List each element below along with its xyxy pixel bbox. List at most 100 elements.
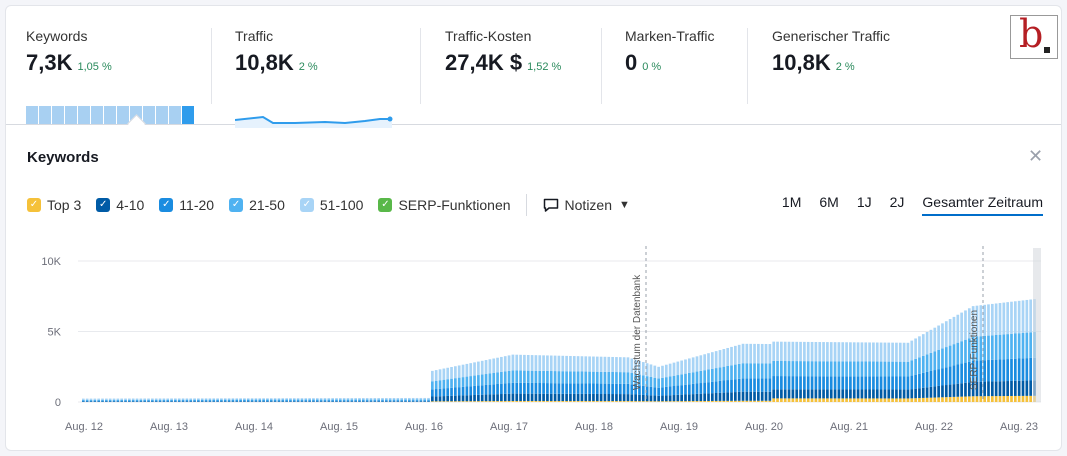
bar-segment [868, 376, 871, 390]
legend-51-100[interactable]: ✓ 51-100 [299, 197, 363, 213]
bar-segment [764, 363, 768, 379]
close-icon[interactable]: ✕ [1028, 146, 1044, 166]
bar-segment [166, 399, 170, 401]
bar-segment [289, 399, 292, 401]
bar-segment [546, 383, 549, 394]
bar-segment [365, 401, 369, 402]
bar-segment [799, 376, 802, 390]
bar-segment [1029, 395, 1033, 402]
bar-segment [338, 401, 342, 402]
metric-traffic[interactable]: Traffic 10,8K 2 % [235, 28, 393, 128]
bar-segment [93, 401, 97, 402]
bar-segment [622, 401, 626, 402]
bar-segment [369, 399, 373, 401]
bar-segment [507, 370, 511, 384]
bar-segment [231, 401, 235, 402]
notes-dropdown[interactable]: Notizen ▼ [543, 197, 630, 213]
bar-segment [538, 383, 542, 394]
bar-segment [914, 338, 917, 359]
bar-segment [814, 361, 818, 377]
bar-segment [124, 401, 127, 402]
bar-segment [772, 341, 776, 361]
bar-segment [569, 383, 572, 394]
bar-segment [553, 393, 557, 402]
bar-segment [883, 389, 887, 399]
bar-segment [572, 356, 576, 372]
bar-segment [998, 303, 1002, 335]
bar-segment [227, 400, 231, 402]
bar-segment [998, 381, 1002, 397]
bar-segment [511, 370, 515, 383]
bar-segment [101, 398, 104, 400]
bar-segment [707, 353, 710, 370]
bar-segment [883, 361, 887, 377]
bar-segment [818, 398, 822, 402]
bar-segment [994, 381, 998, 397]
bar-segment [250, 401, 254, 402]
legend-serp-features[interactable]: ✓ SERP-Funktionen [378, 197, 511, 213]
bar-segment [860, 376, 864, 390]
bar-segment [400, 397, 404, 400]
bar-segment [841, 389, 845, 399]
bar-segment [676, 385, 680, 395]
range-all-time[interactable]: Gesamter Zeitraum [922, 194, 1043, 216]
bar-segment [408, 399, 411, 401]
bar-segment [557, 383, 561, 394]
bar-segment [431, 389, 434, 397]
bar-segment [97, 398, 101, 400]
x-tick-label: Aug. 13 [150, 421, 188, 433]
bar-segment [477, 394, 480, 402]
bar-segment [250, 399, 254, 401]
bar-segment [672, 395, 676, 402]
bar-segment [523, 354, 526, 371]
bar-segment [189, 398, 193, 400]
metric-keywords[interactable]: Keywords 7,3K 1,05 % [26, 28, 194, 124]
range-6m[interactable]: 6M [819, 194, 839, 210]
bar-segment [615, 401, 618, 402]
bar-segment [691, 401, 695, 402]
bar-segment [143, 399, 147, 401]
bar-segment [170, 401, 173, 402]
annotation-label: SERP-Funktionen [969, 310, 980, 390]
range-2j[interactable]: 2J [889, 194, 905, 210]
bar-segment [170, 399, 173, 401]
notes-label: Notizen [564, 197, 612, 213]
bar-segment [473, 375, 476, 386]
bar-segment [438, 401, 442, 402]
bar-segment [944, 367, 948, 386]
bar-segment [703, 370, 707, 383]
bar-segment [703, 354, 707, 371]
bar-segment [112, 399, 116, 401]
metric-brand-traffic[interactable]: Marken-Traffic 0 0 % [625, 28, 714, 76]
bar-segment [116, 401, 120, 402]
bar-segment [994, 396, 998, 402]
legend-top3[interactable]: ✓ Top 3 [27, 197, 81, 213]
bar-segment [419, 401, 423, 402]
bar-segment [780, 360, 783, 377]
bar-segment [569, 371, 572, 384]
metric-generic-traffic[interactable]: Generischer Traffic 10,8K 2 % [772, 28, 890, 76]
bar-segment [177, 398, 181, 400]
range-1j[interactable]: 1J [856, 194, 872, 210]
bar-segment [937, 349, 940, 370]
bar-segment [822, 389, 825, 399]
bar-segment [776, 341, 779, 361]
range-1m[interactable]: 1M [781, 194, 802, 210]
bar-segment [822, 361, 825, 377]
bar-segment [530, 393, 534, 402]
bar-segment [971, 381, 975, 397]
bar-segment [515, 354, 519, 371]
bar-segment [599, 393, 603, 402]
bar-segment [335, 399, 338, 401]
metric-traffic-cost[interactable]: Traffic-Kosten 27,4K $ 1,52 % [445, 28, 561, 76]
bar-segment [354, 399, 357, 401]
bar-segment [852, 389, 856, 399]
bar-segment [695, 393, 699, 402]
legend-21-50[interactable]: ✓ 21-50 [229, 197, 285, 213]
legend-4-10[interactable]: ✓ 4-10 [96, 197, 144, 213]
bar-segment [987, 335, 990, 361]
bar-segment [154, 401, 158, 402]
bar-segment [335, 401, 338, 402]
bar-segment [948, 319, 952, 346]
legend-11-20[interactable]: ✓ 11-20 [159, 197, 214, 213]
